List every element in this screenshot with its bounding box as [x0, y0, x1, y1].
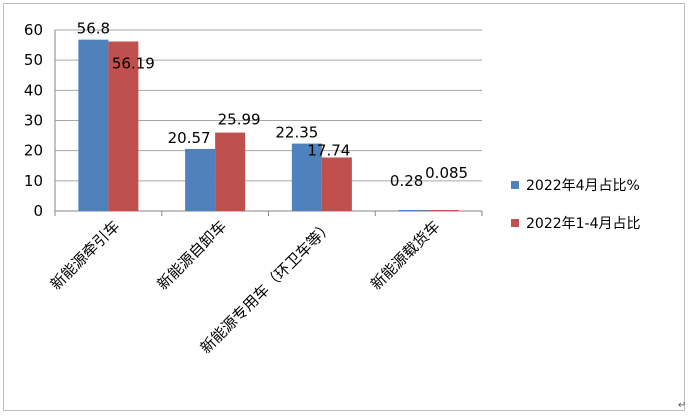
bars	[78, 39, 459, 211]
data-labels: 56.8 20.57 22.35 0.28 56.19 25.99 17.74 0.085	[77, 20, 468, 190]
legend-swatch	[511, 181, 519, 189]
legend: 2022年4月占比% 2022年1-4月占比	[511, 178, 641, 232]
y-axis-ticks: 0 10 20 30 40 50 60	[24, 21, 43, 220]
y-tick-label: 60	[24, 21, 43, 39]
bar	[321, 157, 352, 211]
bar	[215, 132, 246, 211]
category-label: 新能源牵引车	[47, 217, 123, 293]
y-tick-label: 40	[24, 81, 43, 99]
bar	[108, 41, 139, 211]
bar	[291, 143, 322, 211]
data-label: 56.19	[112, 54, 155, 72]
data-label: 17.74	[307, 141, 350, 159]
bar	[78, 39, 109, 211]
paragraph-end-mark: ↵	[678, 400, 687, 411]
data-label: 56.8	[77, 20, 110, 38]
y-tick-label: 50	[24, 51, 43, 69]
bar	[185, 148, 216, 211]
x-axis	[54, 30, 483, 216]
y-tick-label: 20	[24, 142, 43, 160]
bar	[398, 210, 429, 211]
data-label: 22.35	[275, 124, 318, 142]
data-label: 20.57	[168, 129, 211, 147]
legend-label: 2022年4月占比%	[526, 178, 640, 194]
y-tick-label: 10	[24, 172, 43, 190]
legend-label: 2022年1-4月占比	[526, 216, 641, 232]
data-label: 0.28	[390, 172, 423, 190]
y-tick-label: 30	[24, 112, 43, 130]
bar	[428, 210, 459, 211]
y-tick-label: 0	[33, 202, 43, 220]
category-label: 新能源载货车	[367, 217, 443, 293]
data-label: 25.99	[218, 111, 261, 129]
data-label: 0.085	[425, 164, 468, 182]
legend-swatch	[511, 219, 519, 227]
category-label: 新能源自卸车	[154, 217, 230, 293]
